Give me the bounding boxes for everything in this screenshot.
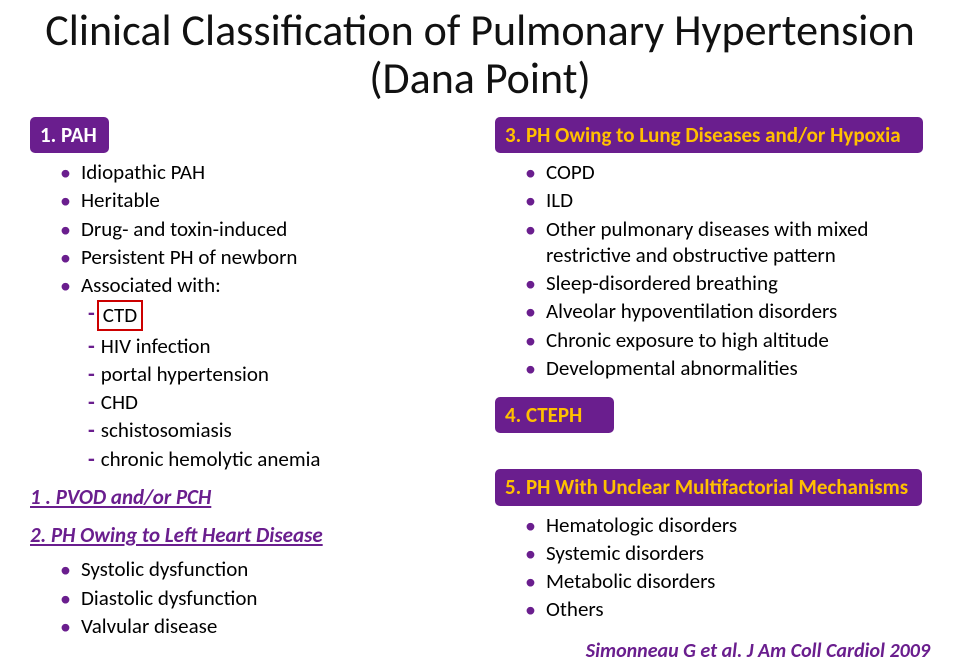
heading-1-pah: 1. PAH xyxy=(30,117,109,153)
sub-text-highlighted: CTD xyxy=(97,300,143,330)
list-text: Hematologic disorders xyxy=(546,512,737,538)
sub-text: schistosomiasis xyxy=(101,417,232,443)
bullet-icon: • xyxy=(60,613,71,638)
list-item: • Alveolar hypoventilation disorders xyxy=(525,298,930,324)
bullet-icon: • xyxy=(525,216,536,241)
list-item: • Metabolic disorders xyxy=(525,568,930,594)
sub-text: HIV infection xyxy=(101,333,211,359)
sub-item: -portal hypertension xyxy=(88,361,465,387)
list-item: • COPD xyxy=(525,159,930,185)
list-text: Chronic exposure to high altitude xyxy=(546,327,829,353)
dash-icon: - xyxy=(88,333,95,357)
columns: 1. PAH • Idiopathic PAH • Heritable • Drug-… xyxy=(30,113,930,641)
group-2-bullets: • Systolic dysfunction • Diastolic dysfunc… xyxy=(60,556,465,639)
citation: Simonneau G et al. J Am Coll Cardiol 200… xyxy=(586,639,930,663)
heading-2-left-heart: 2. PH Owing to Left Heart Disease xyxy=(30,522,465,548)
list-item: • Systolic dysfunction xyxy=(60,556,465,582)
list-text: Heritable xyxy=(81,187,160,213)
bullet-icon: • xyxy=(525,568,536,593)
list-item: • Valvular disease xyxy=(60,613,465,639)
slide-title: Clinical Classification of Pulmonary Hyp… xyxy=(30,0,930,113)
list-text: Persistent PH of newborn xyxy=(81,244,298,270)
list-item: • ILD xyxy=(525,187,930,213)
heading-4-cteph: 4. CTEPH xyxy=(495,397,614,433)
dash-icon: - xyxy=(88,300,95,324)
group-1-subitems: -CTD -HIV infection -portal hypertension… xyxy=(88,300,465,472)
list-text: Sleep-disordered breathing xyxy=(546,270,778,296)
list-item: • Diastolic dysfunction xyxy=(60,585,465,611)
list-item: • Others xyxy=(525,596,930,622)
bullet-icon: • xyxy=(60,272,71,297)
dash-icon: - xyxy=(88,417,95,441)
group-5-bullets: • Hematologic disorders • Systemic disorde… xyxy=(525,512,930,623)
group-3-bullets: • COPD • ILD • Other pulmonary diseases wit… xyxy=(525,159,930,381)
bullet-icon: • xyxy=(525,596,536,621)
sub-item: -CHD xyxy=(88,389,465,415)
bullet-icon: • xyxy=(60,244,71,269)
heading-3-lung-hypoxia: 3. PH Owing to Lung Diseases and/or Hypo… xyxy=(495,117,923,153)
list-text: Systemic disorders xyxy=(546,540,704,566)
bullet-icon: • xyxy=(525,159,536,184)
bullet-icon: • xyxy=(525,540,536,565)
bullet-icon: • xyxy=(60,216,71,241)
sub-item: -CTD xyxy=(88,300,465,330)
list-item: • Chronic exposure to high altitude xyxy=(525,327,930,353)
sub-item: -schistosomiasis xyxy=(88,417,465,443)
list-item: • Other pulmonary diseases with mixed res… xyxy=(525,216,930,269)
dash-icon: - xyxy=(88,389,95,413)
list-item: • Heritable xyxy=(60,187,465,213)
list-item: • Sleep-disordered breathing xyxy=(525,270,930,296)
list-item: • Idiopathic PAH xyxy=(60,159,465,185)
list-text: COPD xyxy=(546,159,595,185)
list-text: Drug- and toxin-induced xyxy=(81,216,287,242)
list-text: Systolic dysfunction xyxy=(81,556,248,582)
list-text: Associated with: xyxy=(81,272,221,298)
bullet-icon: • xyxy=(60,585,71,610)
heading-5-multifactorial: 5. PH With Unclear Multifactorial Mechan… xyxy=(495,469,922,505)
bullet-icon: • xyxy=(525,512,536,537)
list-text: Developmental abnormalities xyxy=(546,355,798,381)
bullet-icon: • xyxy=(525,187,536,212)
bullet-icon: • xyxy=(60,556,71,581)
bullet-icon: • xyxy=(60,187,71,212)
group-1-bullets: • Idiopathic PAH • Heritable • Drug- and to… xyxy=(60,159,465,298)
list-item: • Persistent PH of newborn xyxy=(60,244,465,270)
sub-item: -chronic hemolytic anemia xyxy=(88,446,465,472)
left-column: 1. PAH • Idiopathic PAH • Heritable • Drug-… xyxy=(30,113,465,641)
list-item: • Hematologic disorders xyxy=(525,512,930,538)
sub-item: -HIV infection xyxy=(88,333,465,359)
list-item: • Systemic disorders xyxy=(525,540,930,566)
list-item: • Developmental abnormalities xyxy=(525,355,930,381)
dash-icon: - xyxy=(88,446,95,470)
heading-1b-pvod: 1 . PVOD and/or PCH xyxy=(30,484,465,510)
list-text: Metabolic disorders xyxy=(546,568,715,594)
list-text: Diastolic dysfunction xyxy=(81,585,257,611)
list-text: Valvular disease xyxy=(81,613,217,639)
right-column: 3. PH Owing to Lung Diseases and/or Hypo… xyxy=(495,113,930,641)
dash-icon: - xyxy=(88,361,95,385)
list-item: • Drug- and toxin-induced xyxy=(60,216,465,242)
bullet-icon: • xyxy=(525,270,536,295)
list-text: ILD xyxy=(546,187,573,213)
sub-text: CHD xyxy=(101,389,138,415)
list-text: Idiopathic PAH xyxy=(81,159,205,185)
sub-text: portal hypertension xyxy=(101,361,269,387)
bullet-icon: • xyxy=(525,327,536,352)
list-text: Others xyxy=(546,596,604,622)
list-item: • Associated with: xyxy=(60,272,465,298)
bullet-icon: • xyxy=(525,298,536,323)
list-text: Other pulmonary diseases with mixed rest… xyxy=(546,216,930,269)
bullet-icon: • xyxy=(60,159,71,184)
sub-text: chronic hemolytic anemia xyxy=(101,446,321,472)
list-text: Alveolar hypoventilation disorders xyxy=(546,298,837,324)
bullet-icon: • xyxy=(525,355,536,380)
